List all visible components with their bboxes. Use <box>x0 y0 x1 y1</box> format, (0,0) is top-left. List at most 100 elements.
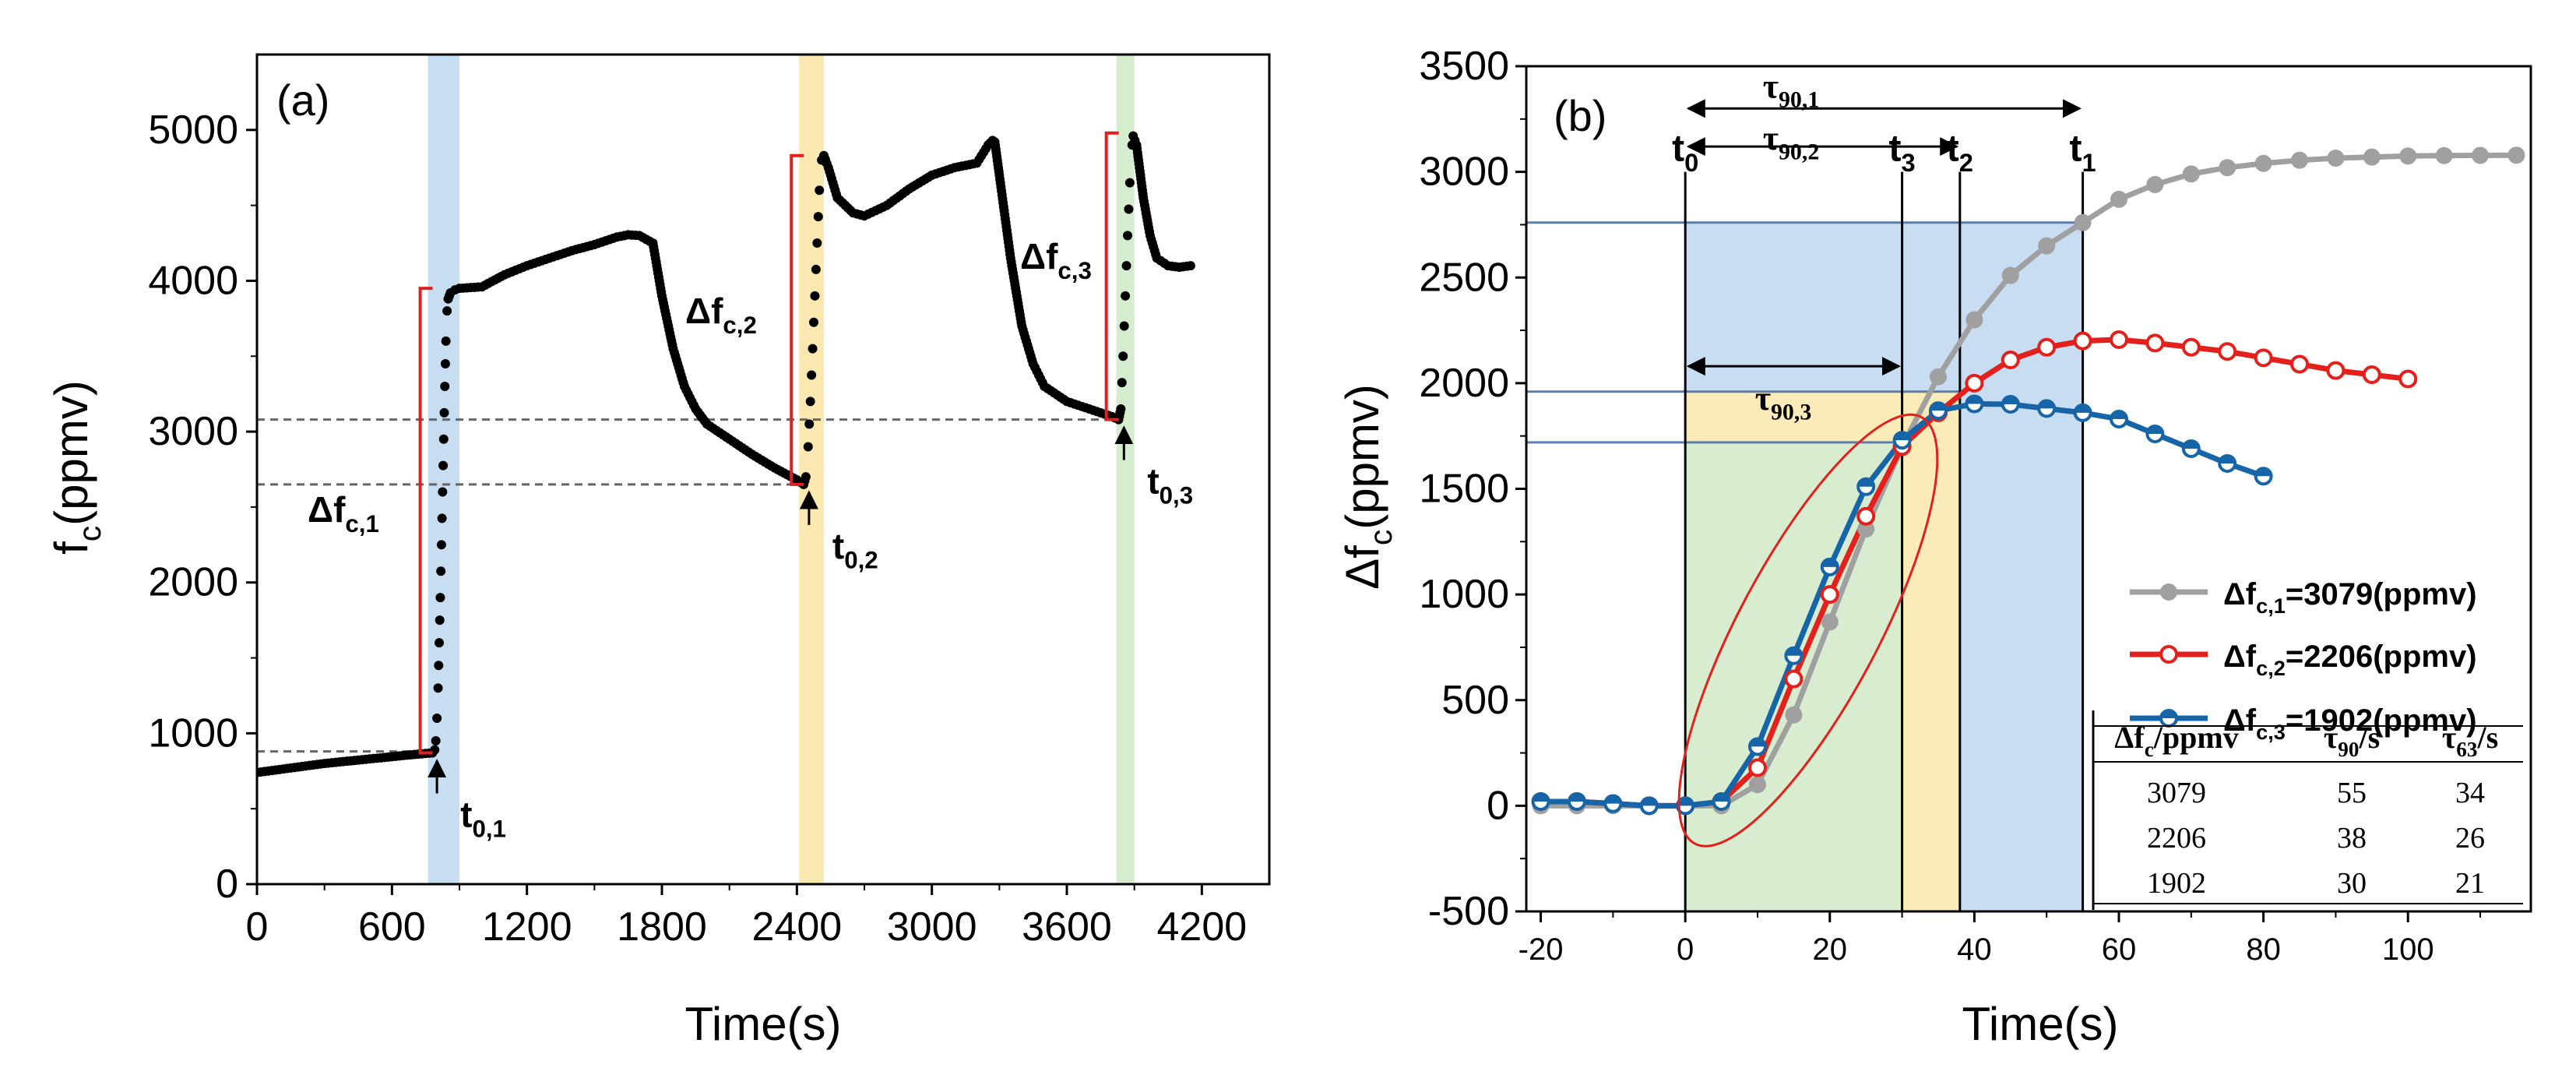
delta-fc-label: Δfc,1 <box>308 489 379 538</box>
x-axis-label-a: Time(s) <box>684 998 841 1050</box>
tau-label: τ90,2 <box>1763 119 1820 164</box>
x-tick-label: 40 <box>1957 932 1992 967</box>
x-axis-label-b: Time(s) <box>1962 998 2118 1050</box>
highlight-band <box>1116 55 1135 884</box>
series-point <box>2435 146 2453 164</box>
legend-marker-half <box>2161 710 2177 718</box>
series-point-half <box>2111 411 2127 419</box>
delta-bracket <box>418 287 433 755</box>
y-tick-label: 1000 <box>1419 572 1509 617</box>
panel-label-b: (b) <box>1554 91 1606 140</box>
series-point <box>1748 776 1766 794</box>
delta-bracket <box>1104 131 1119 421</box>
data-point <box>436 540 446 550</box>
t0-label: t0,1 <box>460 795 506 843</box>
data-point <box>440 358 450 368</box>
data-point <box>1185 261 1195 271</box>
series-point <box>2254 348 2273 368</box>
x-tick-label: 100 <box>2382 932 2434 967</box>
data-point <box>811 264 821 274</box>
series-point-half <box>1749 738 1765 747</box>
series-point <box>2326 361 2345 380</box>
x-tick-label: 600 <box>358 904 426 950</box>
series-point-half <box>1821 559 1838 567</box>
y-tick-label: 0 <box>1487 783 1509 828</box>
series-point <box>1820 585 1839 604</box>
legend-label: Δfc,1=3079(ppmv) <box>2223 577 2477 618</box>
data-point <box>434 661 444 671</box>
series-point <box>2399 147 2417 165</box>
series-point <box>2074 213 2092 231</box>
series-point <box>2472 146 2490 164</box>
data-point <box>808 344 818 354</box>
series-point-half <box>1786 647 1802 656</box>
series-point-half <box>1568 793 1585 802</box>
panel-label-a: (a) <box>276 76 329 125</box>
y-tick-label: 2000 <box>1419 361 1509 406</box>
data-point <box>431 736 441 746</box>
series-point <box>2181 337 2201 357</box>
table-header: τ63/s <box>2442 720 2498 761</box>
table-cell: 38 <box>2337 822 2367 855</box>
t-label: t2 <box>1947 129 1973 177</box>
tau-label: τ90,3 <box>1755 379 1812 425</box>
t-label: t1 <box>2070 129 2096 177</box>
y-tick-label: 500 <box>1441 678 1509 723</box>
delta-bracket <box>790 153 804 486</box>
series-point <box>2037 337 2057 357</box>
table-cell: 34 <box>2455 777 2485 809</box>
series-point <box>2182 165 2200 183</box>
series-point-half <box>2075 404 2091 413</box>
data-point <box>807 370 817 380</box>
plot-area-a <box>257 55 1195 884</box>
table-header: Δfc/ppmv <box>2114 720 2238 761</box>
data-point <box>1117 378 1127 388</box>
data-point <box>1118 351 1128 361</box>
series-point <box>1965 311 1983 329</box>
series-point-half <box>1894 432 1910 441</box>
series-point <box>2001 351 2020 370</box>
data-point <box>432 714 442 723</box>
series-point-half <box>1930 403 1946 411</box>
series-point-half <box>1966 396 1983 404</box>
x-tick-label: 60 <box>2102 932 2137 967</box>
x-tick-label: 3600 <box>1022 904 1112 950</box>
series-point <box>2398 369 2418 389</box>
y-tick-label: 1500 <box>1419 467 1509 512</box>
series-point <box>2145 333 2165 353</box>
plot-area-b <box>1526 146 2525 911</box>
series-point <box>2110 190 2128 208</box>
data-point <box>435 615 445 626</box>
t-label: t0 <box>1672 129 1698 177</box>
data-point <box>435 593 445 603</box>
y-tick-label: 3000 <box>1419 150 1509 195</box>
data-point <box>441 336 451 346</box>
table-cell: 26 <box>2455 822 2485 855</box>
table-cell: 2206 <box>2147 822 2206 855</box>
panel-a: Δfc,1 Δfc,2 Δfc,3 t0,1 t0,2 t0,3 0 600 1200 1800 2… <box>45 53 1271 1050</box>
x-tick-label: 1200 <box>482 904 572 950</box>
data-point <box>1116 404 1126 414</box>
series-point <box>1747 758 1767 777</box>
data-point <box>804 419 815 429</box>
table-cell: 55 <box>2337 777 2367 809</box>
series-point <box>2254 154 2272 172</box>
series-point <box>1965 373 1984 393</box>
tau-label: τ90,1 <box>1763 67 1820 112</box>
x-tick-label: 1800 <box>617 904 707 950</box>
data-point <box>812 238 822 248</box>
series-point <box>1785 706 1803 724</box>
legend-marker <box>2159 645 2178 664</box>
data-point <box>435 638 444 648</box>
series-point-half <box>1533 793 1549 802</box>
delta-fc-label: Δfc,3 <box>1020 236 1092 284</box>
series-point <box>2218 342 2237 361</box>
data-point <box>1123 231 1132 241</box>
series-point <box>2146 175 2164 193</box>
y-axis-label-b: Δfc(ppmv) <box>1336 384 1399 590</box>
t0-label: t0,2 <box>832 526 878 574</box>
series-point-half <box>1677 798 1694 806</box>
data-point <box>442 306 452 316</box>
result-table: Δfc/ppmv τ90/s τ63/s 3079 55 34 2206 38 26 1902 30… <box>2092 710 2523 910</box>
